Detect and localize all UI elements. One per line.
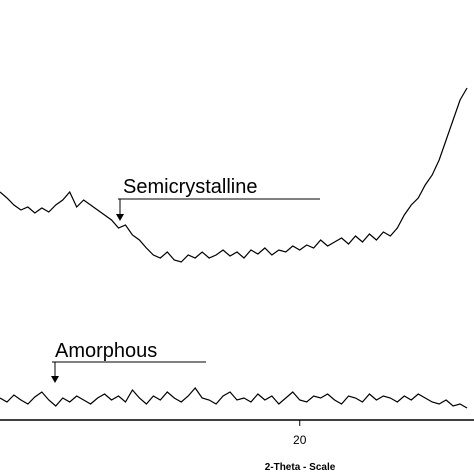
annotation: Amorphous [55,340,157,362]
x-axis-label: 2-Theta - Scale [265,462,336,473]
annotation: Semicrystalline [123,176,257,198]
data-line [0,87,468,263]
data-line [0,387,468,409]
arrow-head [51,376,59,383]
annotation-line [118,198,320,218]
annotation-line [52,361,206,380]
x-tick-label: 20 [293,433,307,447]
arrow-head [116,214,124,221]
